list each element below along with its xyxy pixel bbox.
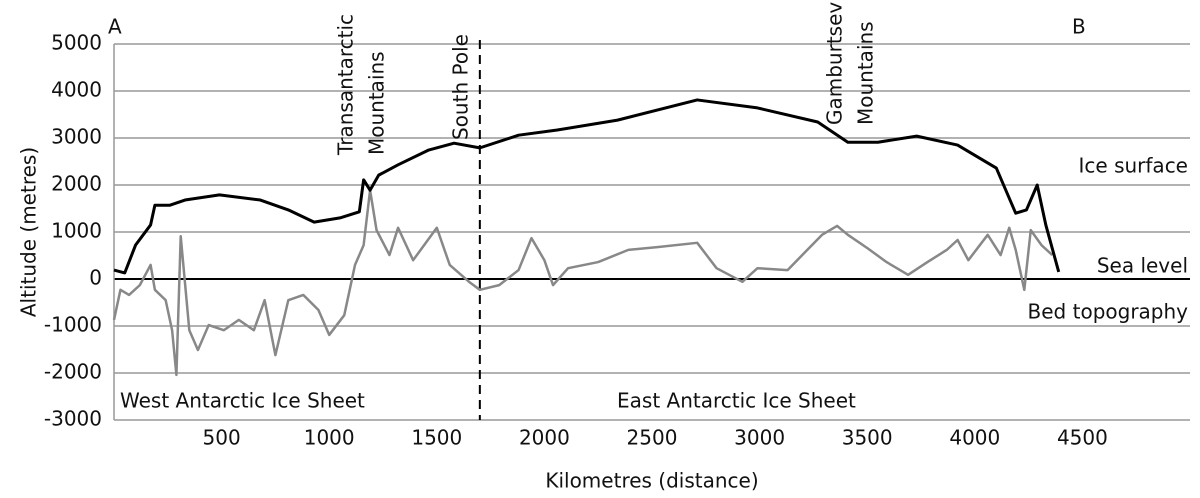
annotation: Transantarctic: [334, 14, 358, 156]
y-tick-label: -3000: [44, 407, 102, 431]
annotation: Gamburtsev: [823, 2, 847, 125]
x-tick-label: 2500: [627, 426, 678, 450]
x-tick-label: 500: [203, 426, 241, 450]
y-tick-label: 1000: [51, 219, 102, 243]
y-tick-label: -2000: [44, 360, 102, 384]
grid: [114, 43, 1190, 421]
y-tick-label: 5000: [51, 31, 102, 55]
y-tick-label: 2000: [51, 172, 102, 196]
annotation: B: [1072, 15, 1086, 39]
x-tick-label: 2000: [519, 426, 570, 450]
x-axis-label: Kilometres (distance): [545, 469, 758, 493]
y-tick-label: -1000: [44, 313, 102, 337]
x-tick-label: 3500: [842, 426, 893, 450]
y-tick-label: 4000: [51, 78, 102, 102]
series-label: Bed topography: [1028, 300, 1189, 324]
y-tick-label: 0: [89, 266, 102, 290]
annotation: Sea level: [1097, 254, 1188, 278]
y-axis-label: Altitude (metres): [17, 147, 41, 317]
x-tick-label: 3000: [734, 426, 785, 450]
annotation: South Pole: [449, 34, 473, 140]
annotation: A: [108, 15, 122, 39]
series-line: [113, 98, 1061, 275]
x-tick-label: 1500: [411, 426, 462, 450]
x-tick-label: 4500: [1057, 426, 1108, 450]
x-tick-label: 1000: [304, 426, 355, 450]
annotation: East Antarctic Ice Sheet: [617, 389, 856, 413]
annotation: Mountains: [365, 51, 389, 155]
series-line: [112, 188, 1054, 377]
annotation: West Antarctic Ice Sheet: [120, 389, 365, 413]
x-tick-label: 4000: [949, 426, 1000, 450]
annotation: Mountains: [854, 21, 878, 125]
y-tick-label: 3000: [51, 125, 102, 149]
series-label: Ice surface: [1079, 154, 1188, 178]
